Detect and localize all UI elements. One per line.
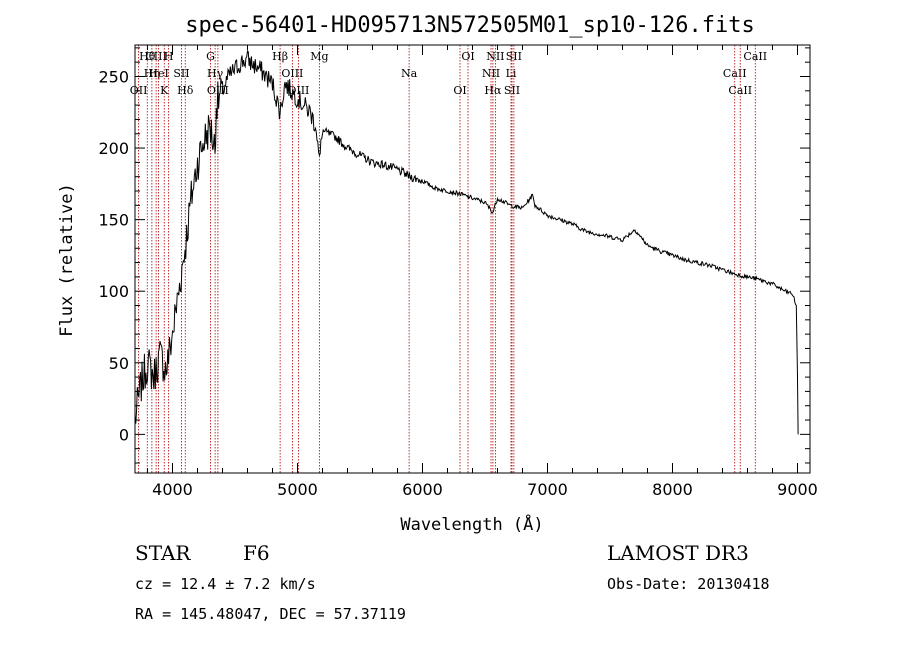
y-axis-label: Flux (relative) [57,183,77,337]
y-tick-label: 200 [98,139,129,158]
line-marker-label: K [160,84,169,97]
y-axis: 0 50 100 150 200 250 [98,47,810,464]
x-axis-label: Wavelength (Å) [400,513,543,535]
object-type: STAR [135,541,191,565]
line-marker-label: G [206,50,215,63]
y-tick-label: 100 [98,282,129,301]
line-marker-label: SII [504,84,520,97]
x-tick-label: 5000 [277,480,318,499]
line-marker-label: Hγ [207,67,224,80]
line-marker-label: Li [506,67,517,80]
chart-title: spec-56401-HD095713N572505M01_sp10-126.f… [185,13,755,38]
line-marker-label: Hθ [139,50,156,63]
line-marker-label: CaII [723,67,747,80]
redshift-value: cz = 12.4 ± 7.2 km/s [135,575,316,593]
line-marker-label: Na [401,67,418,80]
plot-frame [134,44,811,474]
coordinates: RA = 145.48047, DEC = 57.37119 [135,605,406,623]
x-axis: 4000 5000 6000 7000 8000 9000 [147,45,818,499]
y-tick-label: 50 [109,354,129,373]
x-tick-label: 7000 [527,480,568,499]
y-tick-label: 150 [98,211,129,230]
spectrum-line [134,49,799,435]
survey-name: LAMOST DR3 [607,541,749,565]
subclass: F6 [243,541,270,565]
line-marker-label: CaII [728,84,752,97]
line-marker-label: CIII [145,50,166,63]
y-tick-label: 250 [98,67,129,86]
line-marker-label: SII [506,50,522,63]
line-marker-label: OIII [281,67,303,80]
line-marker-label: OI [453,84,466,97]
line-marker-label: Hβ [272,50,288,63]
line-marker-label: NII [486,50,504,63]
x-tick-label: 4000 [152,480,193,499]
line-marker-label: Hδ [177,84,194,97]
obs-date: Obs-Date: 20130418 [607,575,770,593]
x-tick-label: 9000 [777,480,818,499]
line-marker-label: HeI [148,67,168,80]
line-marker-label: Mg [310,50,328,63]
line-marker-label: SII [173,67,189,80]
line-marker-label: OI [461,50,474,63]
x-tick-label: 6000 [402,480,443,499]
spectral-line-markers: HθHηOIICIIIHeIKHSIIHδGHγOIIIHβOIIIOIIIMg… [130,45,767,473]
line-marker-label: H [164,50,174,63]
line-marker-label: NII [482,67,500,80]
x-tick-label: 8000 [652,480,693,499]
line-marker-label: Hα [484,84,502,97]
line-marker-label: CaII [743,50,767,63]
y-tick-label: 0 [119,425,129,444]
